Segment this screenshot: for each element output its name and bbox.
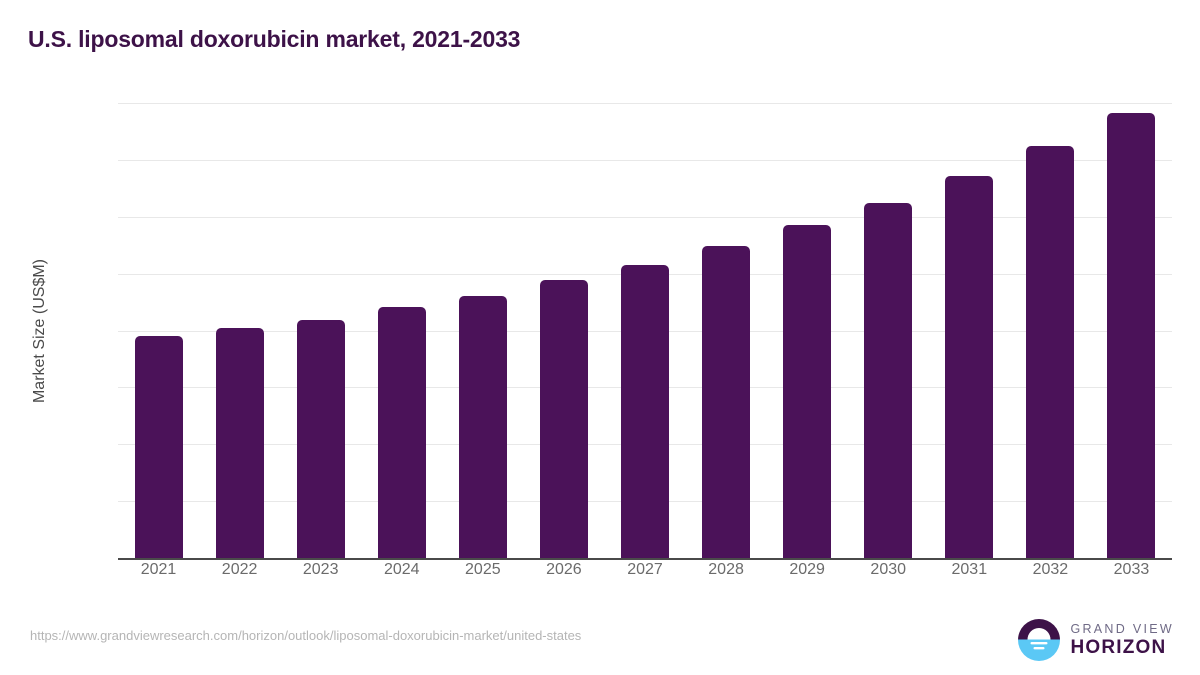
- bar-group: 2029: [767, 103, 848, 578]
- bar-group: 2030: [848, 103, 929, 578]
- x-axis-tick-label: 2029: [789, 561, 825, 578]
- grand-view-horizon-logo[interactable]: GRAND VIEW HORIZON: [1017, 617, 1174, 663]
- bar[interactable]: [620, 265, 669, 558]
- x-axis-tick-label: 2021: [140, 561, 177, 578]
- bar-group: 2022: [199, 103, 280, 578]
- bar[interactable]: [783, 224, 832, 558]
- x-axis-tick-label: 2031: [951, 561, 988, 578]
- x-axis-tick-label: 2024: [383, 561, 420, 578]
- bar-group: 2032: [1010, 103, 1091, 578]
- bar-group: 2031: [929, 103, 1010, 578]
- bar[interactable]: [1026, 146, 1075, 558]
- bar-group: 2025: [442, 103, 523, 578]
- page-title: U.S. liposomal doxorubicin market, 2021-…: [28, 26, 521, 52]
- x-axis-line: [118, 558, 1172, 560]
- x-axis-tick-label: 2027: [627, 561, 663, 578]
- x-axis-tick-label: 2030: [870, 561, 907, 578]
- bar[interactable]: [702, 245, 751, 558]
- x-axis-tick-label: 2032: [1032, 561, 1069, 578]
- bar[interactable]: [945, 176, 994, 558]
- x-axis-tick-label: 2022: [221, 561, 258, 578]
- gridline: [118, 216, 1172, 218]
- x-axis-tick-label: 2026: [546, 561, 582, 578]
- bar-group: 2023: [280, 103, 361, 578]
- logo-wordmark: GRAND VIEW HORIZON: [1070, 622, 1174, 658]
- bar-group: 2024: [361, 103, 442, 578]
- y-axis-title: Market Size (US$M): [31, 258, 48, 403]
- bar-series: 2021 2022 2023 2024 2025 2026 2027 2028 2029 2030…: [118, 103, 1172, 578]
- bar[interactable]: [134, 336, 183, 558]
- x-axis-tick-label: 2025: [465, 561, 501, 578]
- horizon-logo-icon: [1018, 619, 1061, 661]
- x-axis-tick-label: 2028: [708, 561, 744, 578]
- bar[interactable]: [215, 328, 264, 558]
- x-axis-tick-label: 2033: [1113, 561, 1150, 578]
- bar-group: 2021: [118, 103, 199, 578]
- bar[interactable]: [539, 280, 588, 558]
- source-url[interactable]: https://www.grandviewresearch.com/horizo…: [30, 628, 582, 643]
- logo-line-horizon: HORIZON: [1070, 636, 1167, 658]
- bar[interactable]: [377, 307, 426, 558]
- x-axis-tick-label: 2023: [302, 561, 339, 578]
- bar[interactable]: [864, 202, 913, 558]
- bar-group: 2033: [1091, 103, 1172, 578]
- plot-area: Market Size (US$M) 010020030040050060070…: [31, 103, 1172, 578]
- bar-group: 2028: [686, 103, 767, 578]
- bar[interactable]: [1107, 112, 1156, 558]
- gridline: [118, 103, 1172, 104]
- bar[interactable]: [458, 295, 507, 558]
- bar-group: 2027: [604, 103, 685, 578]
- logo-line-grand-view: GRAND VIEW: [1070, 622, 1174, 637]
- bar-group: 2026: [523, 103, 604, 578]
- gridline: [118, 159, 1172, 161]
- bar[interactable]: [296, 319, 345, 558]
